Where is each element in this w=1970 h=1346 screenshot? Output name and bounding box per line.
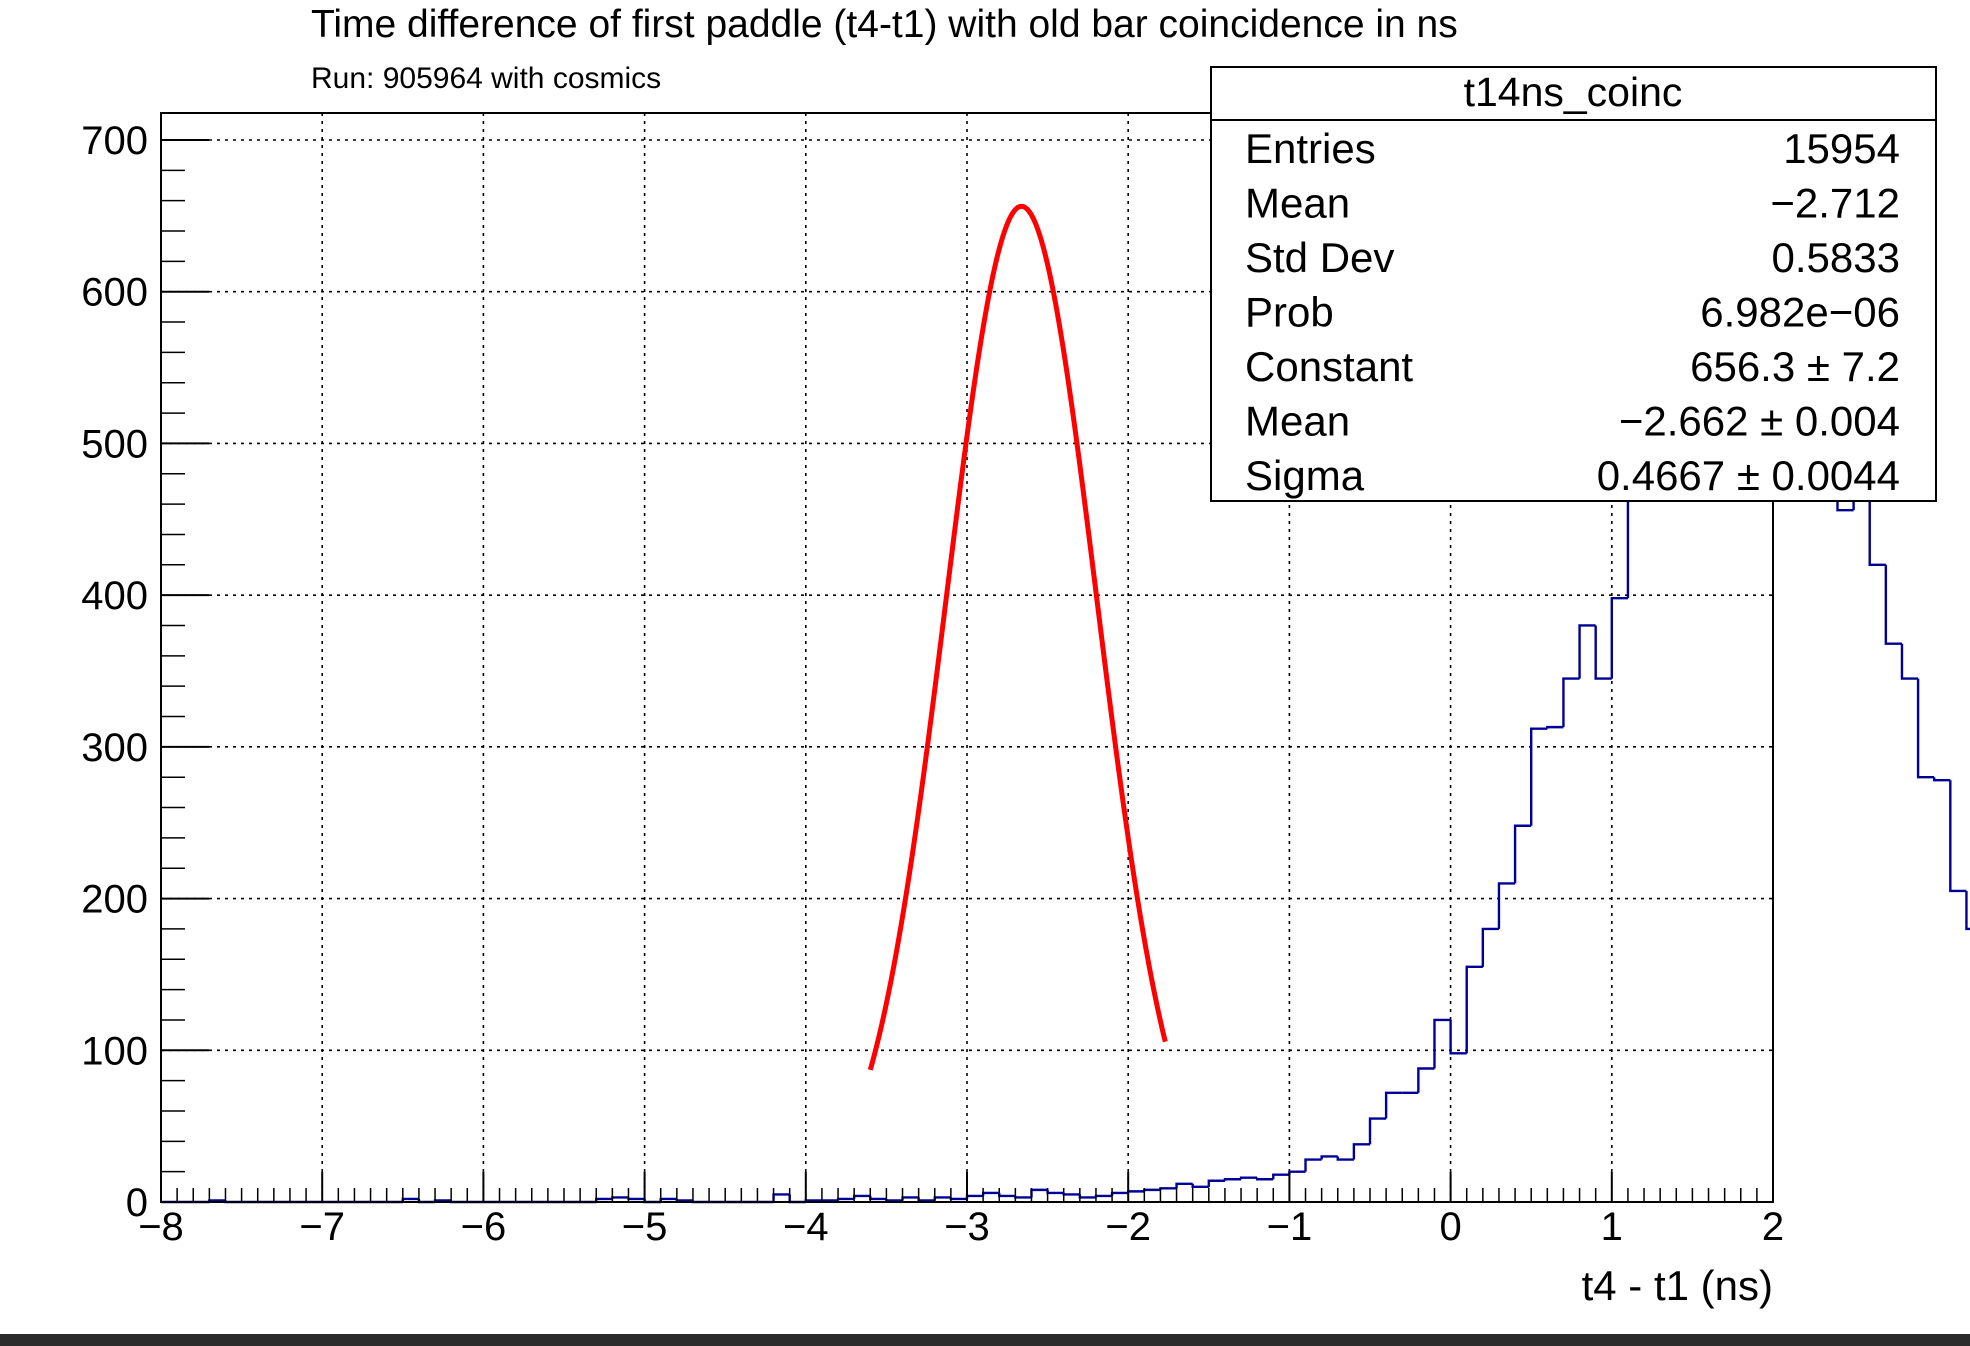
window-bottom-bar xyxy=(0,1334,1970,1346)
stats-row-value: 0.4667 ± 0.0044 xyxy=(1597,452,1900,499)
x-tick-label: 0 xyxy=(1439,1205,1461,1249)
histogram-bin xyxy=(1223,1178,1242,1181)
stats-box-title: t14ns_coinc xyxy=(1464,69,1683,115)
histogram-bin xyxy=(1578,624,1596,679)
histogram-bin xyxy=(1497,882,1516,929)
x-tick-label: −3 xyxy=(944,1205,990,1249)
histogram-bin xyxy=(1320,1155,1338,1160)
histogram-bin xyxy=(1368,1117,1387,1145)
histogram-bin xyxy=(1916,678,1935,779)
stats-row-label: Mean xyxy=(1245,398,1350,445)
histogram-bin xyxy=(1239,1176,1258,1180)
x-tick-label: −5 xyxy=(622,1205,668,1249)
x-tick-label: 2 xyxy=(1762,1205,1784,1249)
histogram-bin xyxy=(1546,725,1564,729)
x-tick-label: −7 xyxy=(299,1205,345,1249)
x-tick-label: −4 xyxy=(783,1205,829,1249)
histogram-bin xyxy=(1965,890,1970,931)
y-tick-label: 200 xyxy=(81,878,148,922)
histogram-bin xyxy=(1272,1173,1290,1180)
axis-ticks xyxy=(160,139,1774,1203)
histogram-bin xyxy=(1562,677,1580,728)
histogram-bin xyxy=(1465,965,1483,1054)
gaussian-fit-curve xyxy=(867,203,1168,1071)
histogram-bin xyxy=(1594,625,1612,680)
x-axis-label: t4 - t1 (ns) xyxy=(1582,1262,1773,1309)
histogram-bin xyxy=(1481,927,1499,967)
histogram-bin xyxy=(1207,1179,1225,1187)
stats-row-value: −2.662 ± 0.004 xyxy=(1619,398,1900,445)
stats-box-frame xyxy=(1210,66,1937,502)
stats-row-label: Mean xyxy=(1245,180,1350,227)
x-tick-label: −2 xyxy=(1105,1205,1151,1249)
histogram-bin xyxy=(1900,643,1919,680)
histogram-bin xyxy=(1352,1143,1370,1160)
histogram-bin xyxy=(1949,780,1967,893)
histogram-bin xyxy=(1336,1156,1354,1161)
stats-row-label: Std Dev xyxy=(1245,234,1394,281)
y-tick-label: 0 xyxy=(126,1181,148,1225)
y-tick-label: 500 xyxy=(81,422,148,466)
histogram-bin xyxy=(1933,777,1951,782)
x-tick-label: −8 xyxy=(138,1205,184,1249)
y-tick-label: 300 xyxy=(81,726,148,770)
x-tick-labels: −8 −7 −6 −5 −4 −3 −2 −1 0 1 2 xyxy=(138,1205,1784,1249)
stats-row-value: 6.982e−06 xyxy=(1700,289,1900,336)
stats-row-label: Entries xyxy=(1245,125,1376,172)
fit-curve-group xyxy=(867,203,1168,1071)
y-tick-label: 100 xyxy=(81,1029,148,1073)
histogram-bin xyxy=(1384,1091,1403,1119)
y-tick-label: 700 xyxy=(81,119,148,163)
chart-subtitle: Run: 905964 with cosmics xyxy=(311,62,661,95)
stats-row-label: Prob xyxy=(1245,289,1334,336)
stats-box: t14ns_coinc Entries 15954 Mean −2.712 Std De… xyxy=(1210,66,1937,502)
histogram-bin xyxy=(1513,824,1532,884)
histogram-bin xyxy=(1255,1177,1274,1181)
stats-row-value: −2.712 xyxy=(1770,180,1900,227)
x-tick-label: −6 xyxy=(461,1205,507,1249)
stats-row-value: 656.3 ± 7.2 xyxy=(1690,343,1900,390)
stats-row-value: 0.5833 xyxy=(1772,234,1900,281)
y-tick-labels: 0 100 200 300 400 500 600 700 xyxy=(81,119,148,1225)
x-tick-label: 1 xyxy=(1601,1205,1623,1249)
histogram-bin xyxy=(1530,727,1548,826)
histogram-bin xyxy=(1417,1067,1435,1093)
stats-row-value: 15954 xyxy=(1783,125,1900,172)
histogram-bin xyxy=(1884,564,1902,645)
histogram-bin xyxy=(1175,1182,1193,1189)
chart-title: Time difference of first paddle (t4-t1) … xyxy=(311,3,1458,46)
y-tick-label: 400 xyxy=(81,574,148,618)
histogram-bin xyxy=(1304,1158,1322,1172)
histogram-bin xyxy=(1191,1183,1209,1189)
y-tick-label: 600 xyxy=(81,271,148,315)
histogram-bin xyxy=(1449,1019,1467,1055)
x-tick-label: −1 xyxy=(1267,1205,1313,1249)
histogram-bin xyxy=(1433,1018,1451,1069)
histogram-bin xyxy=(1610,596,1628,679)
stats-row-label: Constant xyxy=(1245,343,1413,390)
stats-row-label: Sigma xyxy=(1245,452,1365,499)
